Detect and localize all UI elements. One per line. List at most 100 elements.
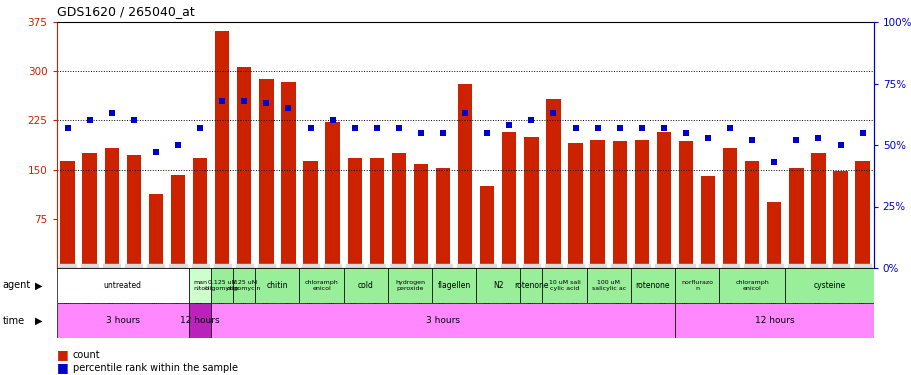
Bar bbox=[744, 161, 759, 268]
Text: man
nitol: man nitol bbox=[193, 280, 207, 291]
Bar bbox=[255, 268, 299, 303]
Point bbox=[524, 117, 538, 123]
Bar bbox=[568, 143, 582, 268]
Bar bbox=[546, 99, 560, 268]
Text: untreated: untreated bbox=[104, 281, 141, 290]
Point bbox=[700, 135, 714, 141]
Point bbox=[788, 137, 803, 143]
Bar bbox=[325, 122, 340, 268]
Text: N2: N2 bbox=[493, 281, 503, 290]
Point bbox=[127, 117, 141, 123]
Point bbox=[678, 130, 692, 136]
Bar bbox=[630, 268, 674, 303]
Bar bbox=[60, 161, 75, 268]
Text: chitin: chitin bbox=[266, 281, 288, 290]
Bar bbox=[233, 268, 255, 303]
Text: ■: ■ bbox=[56, 348, 68, 361]
Bar bbox=[343, 268, 387, 303]
Bar bbox=[502, 132, 516, 268]
Point bbox=[479, 130, 494, 136]
Text: agent: agent bbox=[3, 280, 31, 291]
Point bbox=[656, 125, 670, 131]
Bar bbox=[56, 303, 189, 338]
Point bbox=[501, 122, 516, 128]
Text: count: count bbox=[73, 350, 100, 360]
Bar bbox=[718, 268, 784, 303]
Point bbox=[302, 125, 317, 131]
Bar bbox=[259, 79, 273, 268]
Bar bbox=[701, 176, 714, 268]
Point bbox=[281, 105, 295, 111]
Text: time: time bbox=[3, 315, 25, 326]
Bar bbox=[391, 153, 405, 268]
Text: cold: cold bbox=[357, 281, 374, 290]
Text: chloramph
enicol: chloramph enicol bbox=[304, 280, 338, 291]
Point bbox=[810, 135, 824, 141]
Point bbox=[237, 98, 251, 104]
Bar bbox=[281, 82, 295, 268]
Point bbox=[259, 100, 273, 106]
Bar bbox=[634, 140, 649, 268]
Bar bbox=[299, 268, 343, 303]
Bar bbox=[788, 168, 803, 268]
Bar bbox=[586, 268, 630, 303]
Bar bbox=[215, 30, 229, 268]
Bar bbox=[457, 84, 472, 268]
Point bbox=[414, 130, 428, 136]
Point bbox=[568, 125, 582, 131]
Bar bbox=[479, 186, 494, 268]
Bar bbox=[476, 268, 520, 303]
Bar bbox=[656, 132, 670, 268]
Text: chloramph
enicol: chloramph enicol bbox=[734, 280, 768, 291]
Bar bbox=[211, 303, 674, 338]
Point bbox=[855, 130, 869, 136]
Point bbox=[170, 142, 185, 148]
Point bbox=[215, 98, 230, 104]
Bar bbox=[189, 268, 211, 303]
Point bbox=[722, 125, 737, 131]
Text: ▶: ▶ bbox=[35, 315, 42, 326]
Bar bbox=[211, 268, 233, 303]
Text: 100 uM
salicylic ac: 100 uM salicylic ac bbox=[591, 280, 625, 291]
Point bbox=[391, 125, 405, 131]
Point bbox=[589, 125, 604, 131]
Text: 12 hours: 12 hours bbox=[180, 316, 220, 325]
Point bbox=[347, 125, 362, 131]
Bar bbox=[542, 268, 586, 303]
Bar bbox=[524, 137, 538, 268]
Bar bbox=[432, 268, 476, 303]
Bar bbox=[414, 164, 427, 268]
Point bbox=[744, 137, 759, 143]
Point bbox=[105, 110, 119, 116]
Point bbox=[82, 117, 97, 123]
Bar bbox=[589, 140, 604, 268]
Text: percentile rank within the sample: percentile rank within the sample bbox=[73, 363, 238, 373]
Bar bbox=[855, 161, 869, 268]
Point bbox=[435, 130, 450, 136]
Bar bbox=[674, 303, 873, 338]
Bar bbox=[82, 153, 97, 268]
Point bbox=[634, 125, 649, 131]
Bar bbox=[784, 268, 873, 303]
Text: GDS1620 / 265040_at: GDS1620 / 265040_at bbox=[56, 5, 194, 18]
Text: hydrogen
peroxide: hydrogen peroxide bbox=[394, 280, 425, 291]
Bar bbox=[189, 303, 211, 338]
Point bbox=[612, 125, 627, 131]
Point bbox=[60, 125, 75, 131]
Bar bbox=[766, 202, 781, 268]
Bar bbox=[435, 168, 450, 268]
Point bbox=[148, 149, 163, 155]
Bar bbox=[105, 148, 118, 268]
Bar bbox=[722, 148, 736, 268]
Text: cysteine: cysteine bbox=[813, 281, 844, 290]
Text: 1.25 uM
oligomycin: 1.25 uM oligomycin bbox=[227, 280, 261, 291]
Bar bbox=[170, 175, 185, 268]
Bar bbox=[237, 67, 251, 268]
Point bbox=[546, 110, 560, 116]
Text: rotenone: rotenone bbox=[514, 281, 548, 290]
Point bbox=[457, 110, 472, 116]
Bar bbox=[193, 158, 207, 268]
Bar bbox=[678, 141, 692, 268]
Text: 3 hours: 3 hours bbox=[106, 316, 139, 325]
Bar bbox=[347, 158, 362, 268]
